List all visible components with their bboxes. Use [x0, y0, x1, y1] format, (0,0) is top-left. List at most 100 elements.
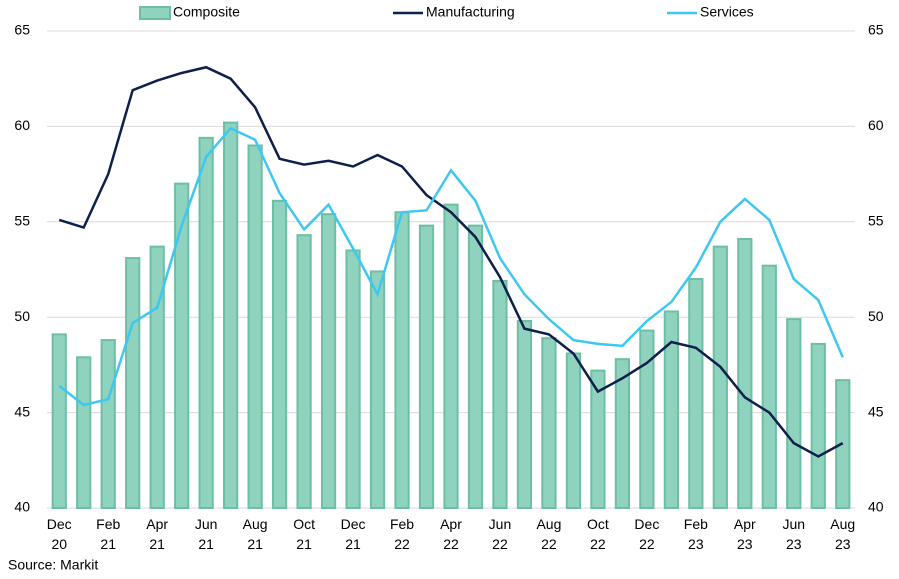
x-tick-label-line: Apr: [734, 516, 756, 532]
y2-tick-label: 45: [868, 403, 884, 419]
x-tick-label: Aug 21: [243, 516, 268, 552]
bar: [271, 199, 288, 509]
x-tick-label: Dec 20: [47, 516, 72, 552]
bar: [516, 320, 533, 509]
bar: [296, 234, 312, 509]
x-tick-label-line: Aug: [830, 516, 855, 532]
bar: [786, 318, 802, 509]
x-tick-label: Dec 22: [634, 516, 659, 552]
y-tick-label: 55: [14, 213, 30, 229]
bar: [76, 356, 92, 509]
bar: [639, 329, 655, 509]
bar: [223, 121, 239, 509]
x-tick-label: Jun 21: [195, 516, 218, 552]
x-tick-label: Oct 21: [293, 516, 315, 552]
y-tick-label: 40: [14, 499, 30, 515]
bar: [712, 245, 728, 509]
x-tick-label-line: 22: [492, 536, 508, 552]
bar: [492, 279, 508, 509]
x-tick-label: Feb 21: [96, 516, 120, 552]
bar: [443, 203, 459, 510]
bar: [467, 224, 484, 509]
x-tick-label: Oct 22: [587, 516, 609, 552]
y2-tick-label: 40: [868, 499, 884, 515]
bar: [737, 237, 753, 510]
x-tick-label-line: Feb: [390, 516, 414, 532]
bar: [198, 136, 214, 510]
bar: [663, 310, 679, 510]
x-tick-label-line: Oct: [293, 516, 315, 532]
line-series: [58, 126, 844, 407]
x-tick-label-line: Feb: [684, 516, 708, 532]
x-tick-label: Apr 23: [734, 516, 756, 552]
x-tick-label: Apr 21: [146, 516, 168, 552]
bar: [174, 182, 190, 509]
bar: [614, 358, 631, 509]
bar: [125, 257, 141, 509]
y2-tick-label: 50: [868, 308, 884, 324]
bar: [810, 342, 826, 509]
x-tick-label: Apr 22: [440, 516, 462, 552]
x-tick-label-line: Jun: [489, 516, 512, 532]
legend-label: Manufacturing: [426, 4, 515, 20]
y-tick-label: 50: [14, 308, 30, 324]
bar: [100, 339, 116, 510]
x-tick-label-line: Apr: [440, 516, 462, 532]
bar: [369, 270, 386, 509]
x-tick-label: Jun 22: [489, 516, 512, 552]
bar: [761, 264, 777, 509]
x-tick-label: Feb 23: [684, 516, 708, 552]
legend-label: Services: [700, 4, 754, 20]
y-tick-label: 65: [14, 22, 30, 38]
bar: [565, 352, 582, 509]
x-tick-label-line: 21: [296, 536, 312, 552]
x-tick-label-line: Aug: [243, 516, 268, 532]
x-tick-label-line: 23: [737, 536, 753, 552]
x-tick-label-line: Feb: [96, 516, 120, 532]
x-tick-label-line: 21: [100, 536, 116, 552]
x-tick-label-line: 20: [51, 536, 67, 552]
x-tick-label: Aug 23: [830, 516, 855, 552]
x-tick-label-line: 22: [541, 536, 557, 552]
source-note: Source: Markit: [8, 557, 98, 573]
bar: [320, 213, 337, 509]
y2-tick-label: 65: [868, 22, 884, 38]
x-tick-label-line: 22: [590, 536, 606, 552]
x-tick-label-line: 21: [198, 536, 214, 552]
x-tick-label-line: 22: [394, 536, 410, 552]
x-tick-label-line: Dec: [341, 516, 366, 532]
y2-tick-label: 60: [868, 117, 884, 133]
bar: [541, 337, 557, 509]
x-tick-label-line: Dec: [634, 516, 659, 532]
bar: [51, 333, 67, 510]
x-tick-label-line: Aug: [536, 516, 561, 532]
x-tick-label: Jun 23: [782, 516, 805, 552]
x-tick-label-line: Dec: [47, 516, 72, 532]
x-tick-label-line: 22: [639, 536, 655, 552]
x-tick-label: Aug 22: [536, 516, 561, 552]
x-tick-label: Dec 21: [341, 516, 366, 552]
x-tick-label-line: Oct: [587, 516, 609, 532]
x-tick-label-line: Jun: [782, 516, 805, 532]
legend-label: Composite: [173, 4, 240, 20]
x-tick-label-line: 21: [149, 536, 165, 552]
bar: [688, 278, 704, 510]
x-tick-label-line: 23: [835, 536, 851, 552]
x-tick-label-line: 23: [688, 536, 704, 552]
bar: [247, 144, 263, 509]
x-tick-label-line: Apr: [146, 516, 168, 532]
x-tick-label: Feb 22: [390, 516, 414, 552]
y-tick-label: 60: [14, 117, 30, 133]
x-tick-label-line: 21: [345, 536, 361, 552]
line-series: [58, 65, 844, 458]
x-tick-label-line: Jun: [195, 516, 218, 532]
y-tick-label: 45: [14, 403, 30, 419]
bar: [394, 211, 410, 509]
bar: [418, 224, 435, 509]
x-tick-label-line: 21: [247, 536, 263, 552]
bar: [590, 369, 606, 509]
x-tick-label-line: 23: [786, 536, 802, 552]
legend-swatch: [139, 6, 171, 20]
